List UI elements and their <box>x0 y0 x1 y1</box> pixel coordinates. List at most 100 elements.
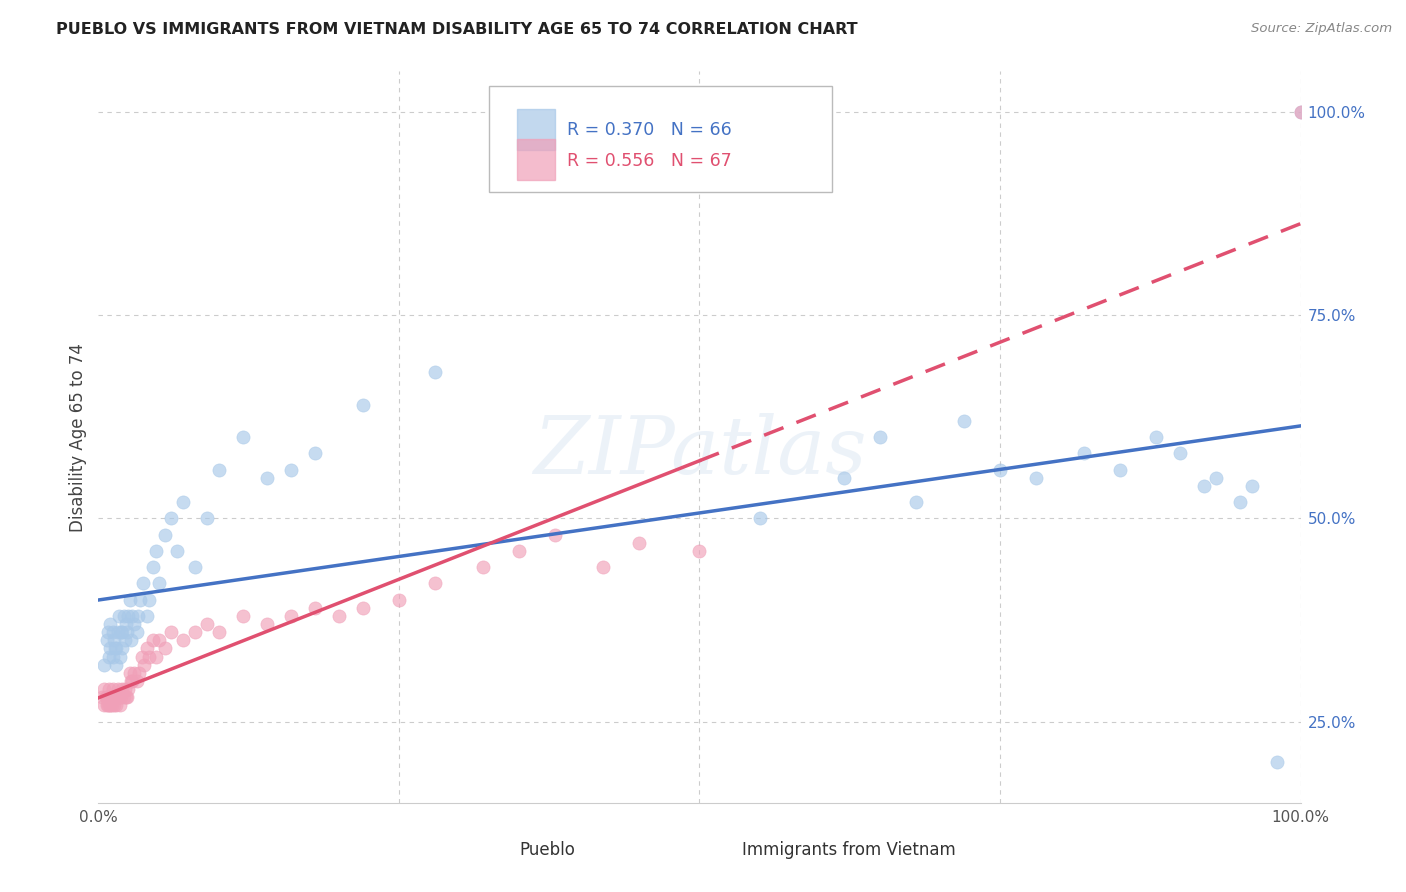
Point <box>96 698 118 713</box>
Point <box>96 690 118 705</box>
Point <box>832 471 855 485</box>
Point <box>97 625 120 640</box>
Point <box>1109 462 1132 476</box>
Point <box>120 673 142 688</box>
Point <box>280 608 302 623</box>
Point <box>115 617 138 632</box>
Point <box>183 625 205 640</box>
Point <box>869 430 891 444</box>
Point <box>592 560 614 574</box>
Point <box>423 576 446 591</box>
Point <box>112 690 135 705</box>
Point <box>112 608 135 623</box>
Text: Pueblo: Pueblo <box>519 841 575 859</box>
Point <box>153 641 176 656</box>
Point <box>100 690 122 705</box>
Point <box>232 430 254 444</box>
Point <box>97 690 120 705</box>
FancyBboxPatch shape <box>517 110 555 150</box>
Point <box>689 544 711 558</box>
Y-axis label: Disability Age 65 to 74: Disability Age 65 to 74 <box>69 343 87 532</box>
Point <box>135 641 157 656</box>
Point <box>138 592 160 607</box>
Point <box>103 633 125 648</box>
Point <box>352 398 374 412</box>
Point <box>117 608 139 623</box>
FancyBboxPatch shape <box>517 139 555 179</box>
Point <box>91 690 114 705</box>
Point <box>98 681 121 696</box>
Point <box>111 625 134 640</box>
Point <box>100 617 122 632</box>
Point <box>135 608 157 623</box>
Point <box>183 560 205 574</box>
Point <box>138 649 160 664</box>
Point <box>159 511 181 525</box>
Point <box>148 576 170 591</box>
Point <box>121 673 143 688</box>
Point <box>121 608 143 623</box>
Point <box>118 665 141 680</box>
Point <box>110 690 132 705</box>
Point <box>108 698 131 713</box>
Point <box>232 608 254 623</box>
Point <box>1194 479 1216 493</box>
Point <box>111 641 134 656</box>
Point <box>101 649 124 664</box>
Point <box>1205 471 1227 485</box>
Point <box>94 690 117 705</box>
Point <box>103 690 125 705</box>
Text: Immigrants from Vietnam: Immigrants from Vietnam <box>741 841 955 859</box>
Point <box>107 625 129 640</box>
Point <box>1289 105 1312 120</box>
Point <box>127 608 149 623</box>
Point <box>423 365 446 379</box>
Point <box>141 633 163 648</box>
Point <box>118 592 141 607</box>
Point <box>98 649 121 664</box>
Point <box>129 592 152 607</box>
Point <box>172 633 194 648</box>
Point <box>195 511 218 525</box>
Point <box>115 690 138 705</box>
Point <box>1144 430 1167 444</box>
Point <box>280 462 302 476</box>
Point <box>195 617 218 632</box>
Point <box>1170 446 1192 460</box>
Point <box>304 446 326 460</box>
Point <box>1289 105 1312 120</box>
Point <box>328 608 350 623</box>
Point <box>114 633 136 648</box>
Point <box>101 690 124 705</box>
FancyBboxPatch shape <box>489 86 832 192</box>
Point <box>98 690 121 705</box>
Point <box>108 649 131 664</box>
Point <box>159 625 181 640</box>
Point <box>107 681 129 696</box>
Point <box>101 625 124 640</box>
Point <box>304 600 326 615</box>
Point <box>128 665 150 680</box>
Point <box>101 681 124 696</box>
Point <box>125 673 148 688</box>
FancyBboxPatch shape <box>477 841 510 860</box>
Point <box>145 649 167 664</box>
Text: PUEBLO VS IMMIGRANTS FROM VIETNAM DISABILITY AGE 65 TO 74 CORRELATION CHART: PUEBLO VS IMMIGRANTS FROM VIETNAM DISABI… <box>56 22 858 37</box>
Point <box>93 698 115 713</box>
Point <box>110 625 132 640</box>
Point <box>1265 755 1288 769</box>
Point <box>166 544 188 558</box>
Point <box>93 681 115 696</box>
Point <box>107 690 129 705</box>
Text: Source: ZipAtlas.com: Source: ZipAtlas.com <box>1251 22 1392 36</box>
Point <box>103 698 125 713</box>
Point <box>172 495 194 509</box>
Point <box>628 535 651 549</box>
Point <box>117 681 139 696</box>
Point <box>1025 471 1047 485</box>
Text: R = 0.370   N = 66: R = 0.370 N = 66 <box>567 121 733 139</box>
Point <box>544 527 567 541</box>
Point <box>100 698 122 713</box>
Point <box>105 657 128 672</box>
Point <box>105 641 128 656</box>
